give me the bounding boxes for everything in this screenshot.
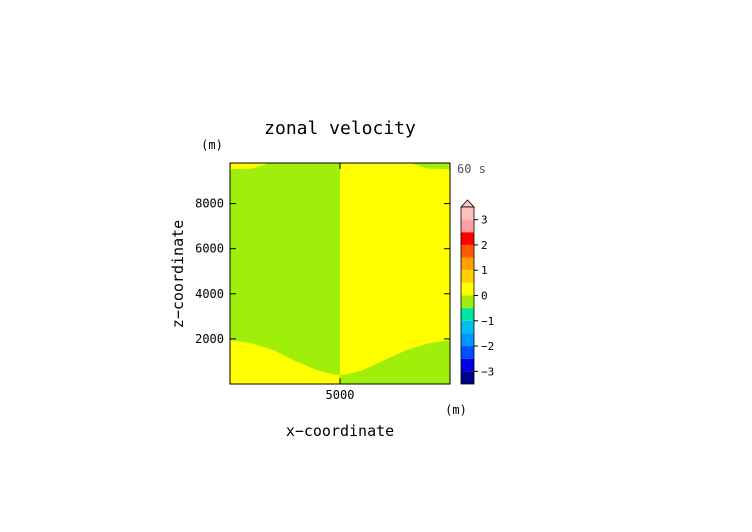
y-tick-label: 6000 bbox=[195, 242, 224, 256]
colorbar-tick-label: 3 bbox=[481, 214, 488, 227]
colorbar-level bbox=[461, 308, 474, 321]
colorbar-level bbox=[461, 346, 474, 359]
colorbar-level bbox=[461, 232, 474, 245]
colorbar-level bbox=[461, 270, 474, 283]
x-axis-ticks: 5000 bbox=[326, 163, 355, 402]
colorbar-tick-label: 1 bbox=[481, 264, 488, 277]
colorbar-tick-label: −2 bbox=[481, 340, 494, 353]
colorbar-level bbox=[461, 295, 474, 309]
y-unit-label: (m) bbox=[201, 138, 223, 152]
colorbar-level bbox=[461, 333, 474, 347]
colorbar-level bbox=[461, 244, 474, 258]
y-tick-label: 4000 bbox=[195, 287, 224, 301]
colorbar-overflow-arrow bbox=[460, 199, 475, 208]
y-axis-label: z−coordinate bbox=[169, 220, 187, 328]
colorbar-tick-label: −3 bbox=[481, 365, 494, 378]
colorbar-level bbox=[461, 207, 474, 220]
colorbar: 3 2 1 0 −1 −2 −3 bbox=[460, 199, 494, 385]
y-tick-label: 2000 bbox=[195, 332, 224, 346]
colorbar-tick-label: 0 bbox=[481, 290, 488, 303]
left-top-region bbox=[230, 163, 270, 170]
y-axis-ticks: 2000 4000 6000 8000 bbox=[195, 197, 450, 346]
plot-area bbox=[229, 162, 451, 385]
right-bottom-region bbox=[340, 340, 450, 384]
colorbar-tick-label: −1 bbox=[481, 315, 494, 328]
right-top-region bbox=[410, 163, 450, 170]
chart-title: zonal velocity bbox=[264, 118, 416, 139]
colorbar-level bbox=[461, 219, 474, 233]
y-tick-label: 8000 bbox=[195, 197, 224, 211]
colorbar-level bbox=[461, 371, 474, 384]
x-unit-label: (m) bbox=[445, 403, 467, 417]
colorbar-level bbox=[461, 320, 474, 334]
colorbar-level bbox=[461, 257, 474, 271]
time-label: 60 s bbox=[457, 162, 486, 176]
colorbar-level bbox=[461, 358, 474, 372]
x-tick-label: 5000 bbox=[326, 388, 355, 402]
x-axis-label: x−coordinate bbox=[286, 422, 394, 440]
colorbar-tick-label: 2 bbox=[481, 239, 488, 252]
colorbar-level bbox=[461, 282, 474, 296]
left-bottom-region bbox=[230, 340, 340, 384]
